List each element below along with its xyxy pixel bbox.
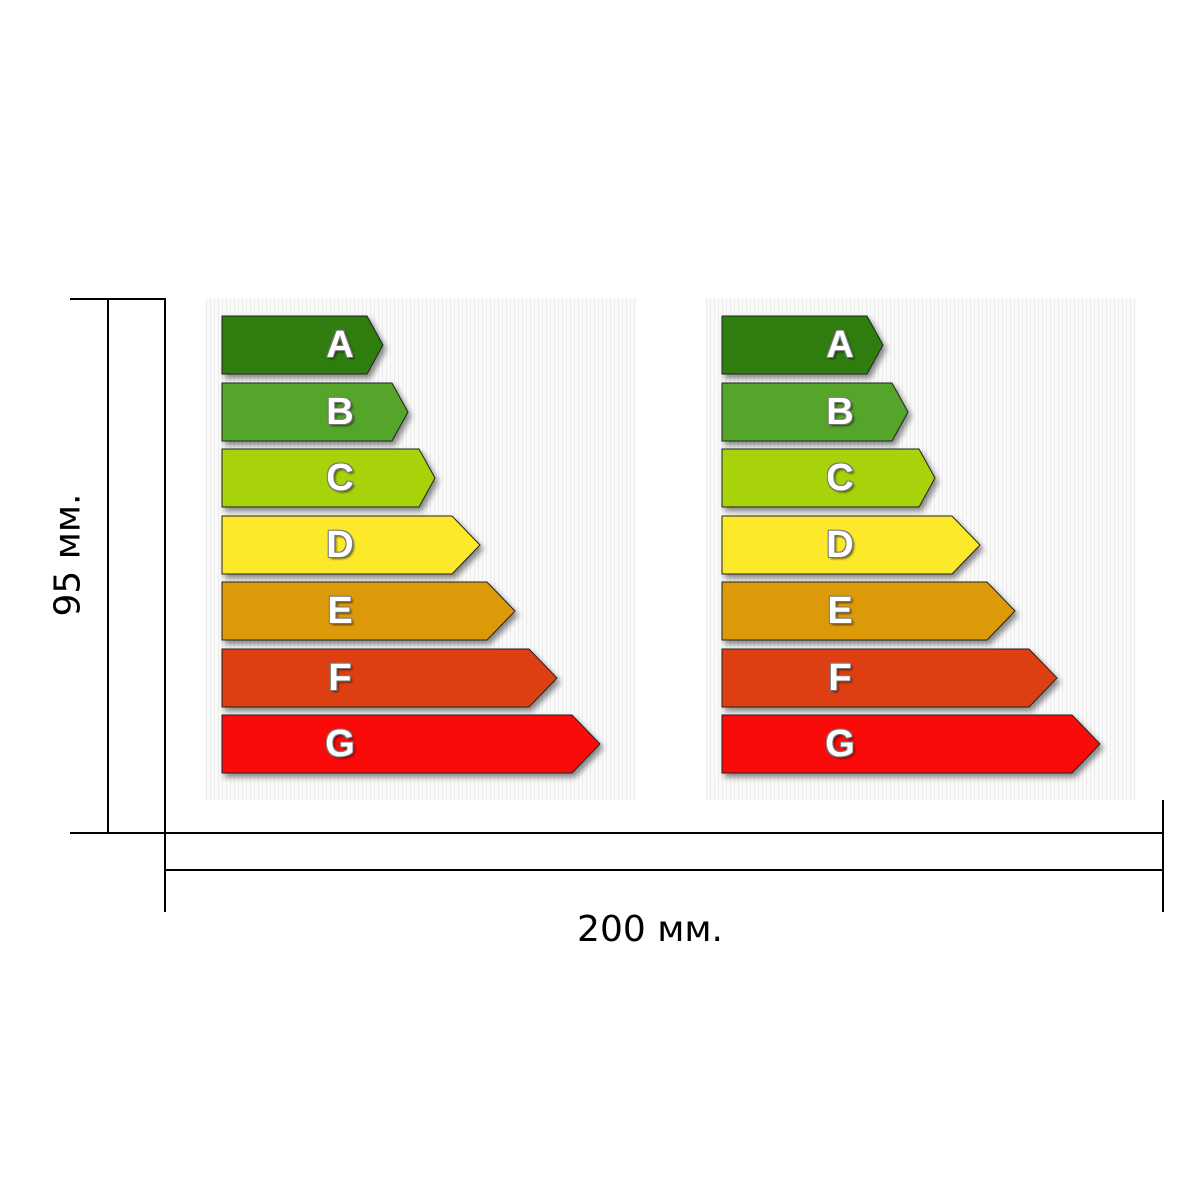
width-dimension-right-tick: [1162, 800, 1164, 912]
rating-letter: F: [328, 656, 352, 699]
rating-letter: B: [326, 390, 354, 433]
rating-arrow-shape: [721, 448, 936, 508]
rating-arrow-shape: [221, 515, 481, 574]
rating-bar-b: B: [721, 382, 909, 441]
height-dimension-top-tick: [70, 298, 166, 300]
rating-bar-e: E: [221, 581, 516, 641]
width-dimension-line: [164, 869, 1164, 871]
rating-bar-a: A: [721, 315, 884, 375]
rating-letter: G: [825, 723, 855, 765]
rating-bar-d: D: [721, 515, 981, 574]
product-left-edge-line: [164, 298, 166, 834]
rating-letter: D: [826, 523, 854, 566]
rating-arrow-shape: [221, 448, 436, 508]
rating-letter: B: [826, 390, 854, 433]
rating-bar-g: G: [721, 714, 1101, 774]
rating-letter: E: [827, 590, 853, 632]
rating-arrow-shape: [721, 315, 884, 375]
rating-arrow-shape: [721, 648, 1058, 707]
width-dimension-top-line: [164, 832, 1164, 834]
rating-arrow-shape: [221, 382, 409, 441]
rating-letter: F: [828, 656, 852, 699]
rating-arrow-shape: [721, 714, 1101, 774]
rating-arrow-shape: [221, 648, 558, 707]
height-dimension-line: [107, 298, 109, 834]
rating-arrow-shape: [221, 315, 384, 375]
rating-bar-f: F: [721, 648, 1058, 707]
rating-arrow-shape: [721, 382, 909, 441]
rating-letter: D: [326, 523, 354, 566]
rating-letter: A: [326, 324, 354, 366]
rating-bar-c: C: [721, 448, 936, 508]
rating-arrow-shape: [721, 581, 1016, 641]
rating-bar-c: C: [221, 448, 436, 508]
width-dimension-left-tick: [164, 834, 166, 912]
rating-bar-f: F: [221, 648, 558, 707]
rating-arrow-shape: [221, 581, 516, 641]
rating-bar-a: A: [221, 315, 384, 375]
rating-bar-b: B: [221, 382, 409, 441]
rating-letter: C: [326, 457, 354, 499]
rating-letter: A: [826, 324, 854, 366]
rating-arrow-shape: [221, 714, 601, 774]
height-dimension-bottom-tick: [70, 832, 166, 834]
width-dimension-label: 200 мм.: [577, 909, 723, 950]
rating-arrow-shape: [721, 515, 981, 574]
rating-letter: C: [826, 457, 854, 499]
rating-letter: E: [327, 590, 353, 632]
rating-bar-d: D: [221, 515, 481, 574]
rating-letter: G: [325, 723, 355, 765]
height-dimension-label: 95 мм.: [47, 493, 89, 617]
rating-bar-e: E: [721, 581, 1016, 641]
rating-bar-g: G: [221, 714, 601, 774]
